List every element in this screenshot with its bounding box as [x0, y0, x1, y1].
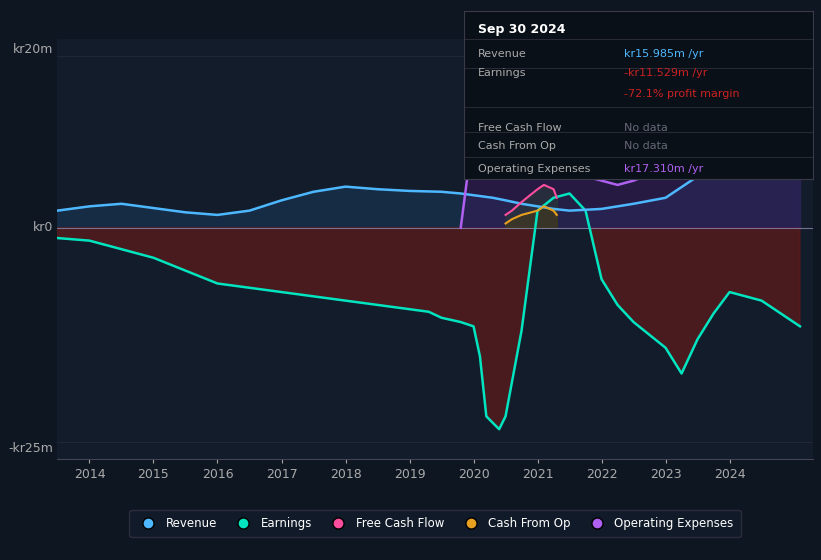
Text: Operating Expenses: Operating Expenses	[478, 164, 590, 174]
Text: -kr11.529m /yr: -kr11.529m /yr	[624, 68, 708, 77]
Legend: Revenue, Earnings, Free Cash Flow, Cash From Op, Operating Expenses: Revenue, Earnings, Free Cash Flow, Cash …	[130, 510, 741, 537]
Text: kr0: kr0	[34, 221, 53, 234]
Text: kr15.985m /yr: kr15.985m /yr	[624, 49, 704, 59]
Text: kr20m: kr20m	[13, 43, 53, 57]
Text: Cash From Op: Cash From Op	[478, 142, 556, 151]
Text: Free Cash Flow: Free Cash Flow	[478, 123, 562, 133]
Text: -72.1% profit margin: -72.1% profit margin	[624, 90, 740, 99]
Text: Earnings: Earnings	[478, 68, 526, 77]
Text: No data: No data	[624, 123, 668, 133]
Text: No data: No data	[624, 142, 668, 151]
Text: Sep 30 2024: Sep 30 2024	[478, 23, 566, 36]
Text: -kr25m: -kr25m	[9, 442, 53, 455]
Text: Revenue: Revenue	[478, 49, 526, 59]
Text: kr17.310m /yr: kr17.310m /yr	[624, 164, 704, 174]
